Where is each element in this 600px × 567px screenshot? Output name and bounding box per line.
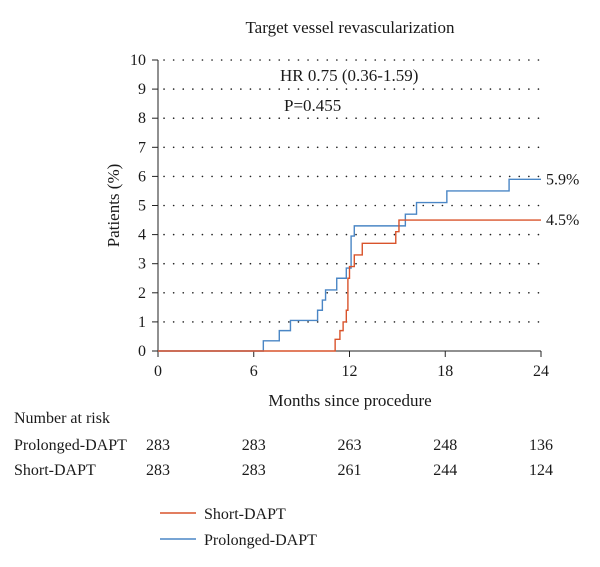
x-tick-label: 12 (342, 363, 358, 380)
x-ticks: 0 6 12 18 24 (154, 351, 549, 380)
y-tick-label: 9 (138, 81, 146, 98)
risk-value: 283 (241, 437, 266, 454)
chart-title: Target vessel revascularization (245, 18, 455, 37)
y-tick-label: 8 (138, 110, 146, 127)
x-axis-label: Months since procedure (268, 391, 431, 410)
risk-value: 283 (241, 462, 266, 479)
risk-row-label: Short-DAPT (14, 462, 96, 479)
risk-row-label: Prolonged-DAPT (14, 437, 127, 454)
risk-value: 283 (146, 462, 170, 479)
y-tick-label: 1 (138, 314, 146, 331)
end-label-prolonged-dapt: 5.9% (546, 171, 579, 188)
risk-value: 248 (433, 437, 458, 454)
legend: Short-DAPT Prolonged-DAPT (160, 506, 317, 549)
hazard-ratio-annotation: HR 0.75 (0.36-1.59) (280, 66, 418, 85)
y-tick-label: 10 (130, 52, 146, 69)
axes (157, 60, 541, 352)
x-tick-label: 6 (250, 363, 258, 380)
y-tick-label: 0 (138, 343, 146, 360)
y-tick-label: 2 (138, 285, 146, 302)
risk-value: 136 (529, 437, 553, 454)
series-lines (158, 178, 541, 352)
y-axis-label: Patients (%) (104, 164, 123, 248)
legend-label: Prolonged-DAPT (204, 532, 317, 549)
y-tick-label: 3 (138, 256, 146, 273)
y-tick-label: 5 (138, 198, 146, 215)
risk-value: 263 (337, 437, 362, 454)
series-line-prolonged-dapt (158, 178, 541, 352)
y-ticks: 0 1 2 3 4 5 6 7 8 9 10 (130, 52, 158, 360)
y-tick-label: 4 (138, 227, 146, 244)
y-tick-label: 7 (138, 139, 146, 156)
series-line-short-dapt (158, 219, 541, 352)
number-at-risk-title: Number at risk (14, 410, 110, 427)
risk-value: 244 (433, 462, 458, 479)
end-label-short-dapt: 4.5% (546, 212, 579, 229)
x-tick-label: 0 (154, 363, 162, 380)
y-tick-label: 6 (138, 168, 146, 185)
x-tick-label: 24 (533, 363, 549, 380)
risk-value: 283 (146, 437, 170, 454)
series-end-labels: 4.5% 5.9% (546, 171, 579, 229)
risk-value: 261 (337, 462, 362, 479)
p-value-annotation: P=0.455 (284, 96, 341, 115)
x-tick-label: 18 (437, 363, 453, 380)
risk-value: 124 (529, 462, 553, 479)
legend-label: Short-DAPT (204, 506, 286, 523)
